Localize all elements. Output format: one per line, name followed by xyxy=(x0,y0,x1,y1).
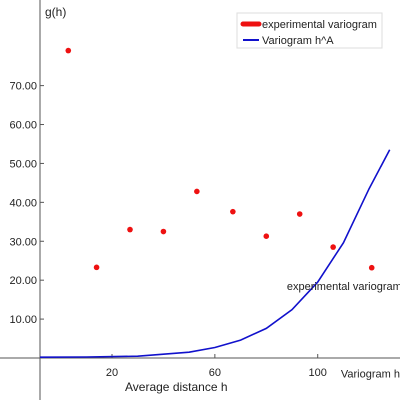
legend-box xyxy=(236,12,383,49)
experimental-point xyxy=(194,188,200,195)
y-tick-label: 60.00 xyxy=(9,120,37,132)
legend-label-experimental: experimental variogram xyxy=(262,19,377,31)
experimental-point xyxy=(93,264,100,271)
y-tick-label: 50.00 xyxy=(9,158,37,170)
legend-label-model: Variogram h^A xyxy=(262,35,334,47)
x-axis-title: Average distance h xyxy=(125,380,228,394)
x-axis-ticks: 20 60 100 xyxy=(106,354,327,379)
y-tick-label: 30.00 xyxy=(9,236,37,248)
annotation-layer: experimental variogram Variogram h^A xyxy=(287,281,400,381)
variogram-model-line xyxy=(39,149,391,359)
experimental-point xyxy=(230,208,236,215)
y-tick-label: 10.00 xyxy=(9,314,37,326)
y-tick-label: 40.00 xyxy=(9,197,37,209)
experimental-point xyxy=(368,264,375,271)
series-layer xyxy=(39,47,391,359)
x-tick-label: 100 xyxy=(309,367,327,379)
x-tick-label: 60 xyxy=(209,367,221,379)
legend: experimental variogram Variogram h^A xyxy=(236,12,383,49)
experimental-point xyxy=(296,211,303,217)
y-tick-label: 20.00 xyxy=(9,275,37,287)
experimental-point xyxy=(263,233,270,240)
experimental-point xyxy=(65,47,72,54)
y-axis-ticks: 10.00 20.00 30.00 40.00 50.00 60.00 70.00 xyxy=(9,81,44,326)
x-tick-label: 20 xyxy=(106,367,118,379)
y-tick-label: 70.00 xyxy=(9,81,37,93)
series-annotation: experimental variogram xyxy=(287,281,400,293)
series-annotation: Variogram h^A xyxy=(341,368,400,380)
y-axis-title: g(h) xyxy=(45,5,66,19)
experimental-point xyxy=(160,228,167,235)
experimental-point xyxy=(127,226,133,233)
experimental-point xyxy=(330,244,336,250)
